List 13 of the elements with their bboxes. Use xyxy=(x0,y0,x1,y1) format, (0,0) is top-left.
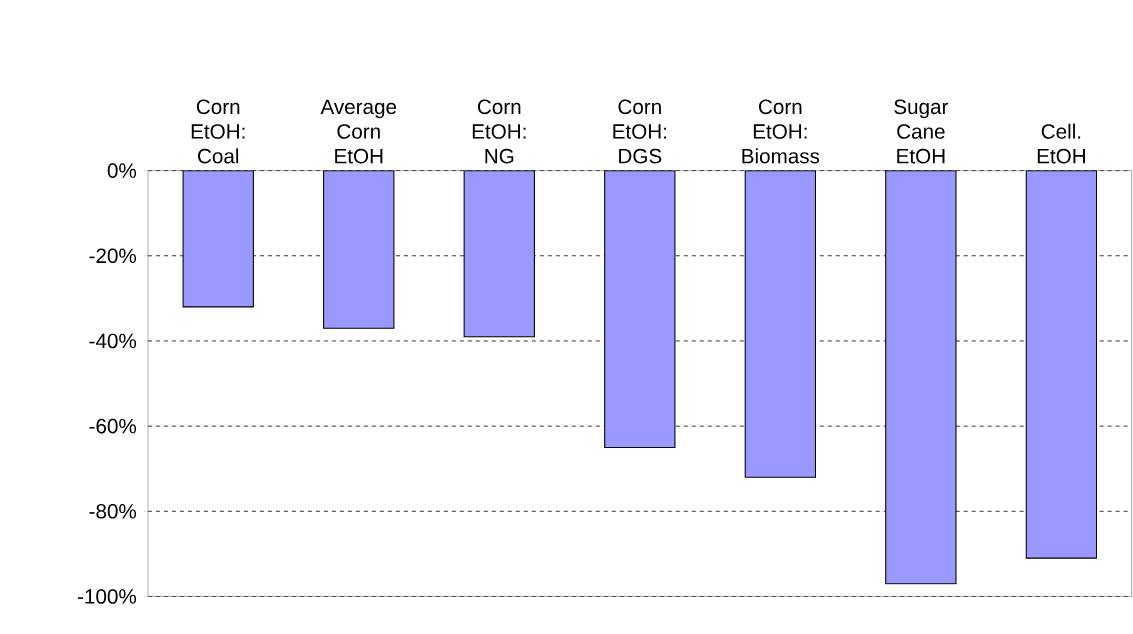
y-tick-label: -100% xyxy=(78,589,137,604)
y-tick-label: -20% xyxy=(89,248,137,264)
x-tick-label: Average Corn EtOH xyxy=(320,99,397,164)
x-tick-label: Corn EtOH: DGS xyxy=(613,99,667,164)
y-tick-label: -40% xyxy=(89,333,137,349)
x-tick-label: Sugar Cane EtOH xyxy=(894,99,949,164)
y-tick-label: -60% xyxy=(89,418,137,434)
y-tick-label: 0% xyxy=(107,163,137,179)
x-tick-label: Corn EtOH: Coal xyxy=(191,99,245,164)
x-tick-label: Corn EtOH: NG xyxy=(472,99,526,164)
y-tick-label: -80% xyxy=(89,504,137,519)
x-tick-label: Cell. EtOH xyxy=(1037,123,1085,164)
x-tick-label: Corn EtOH: Biomass xyxy=(742,99,820,164)
